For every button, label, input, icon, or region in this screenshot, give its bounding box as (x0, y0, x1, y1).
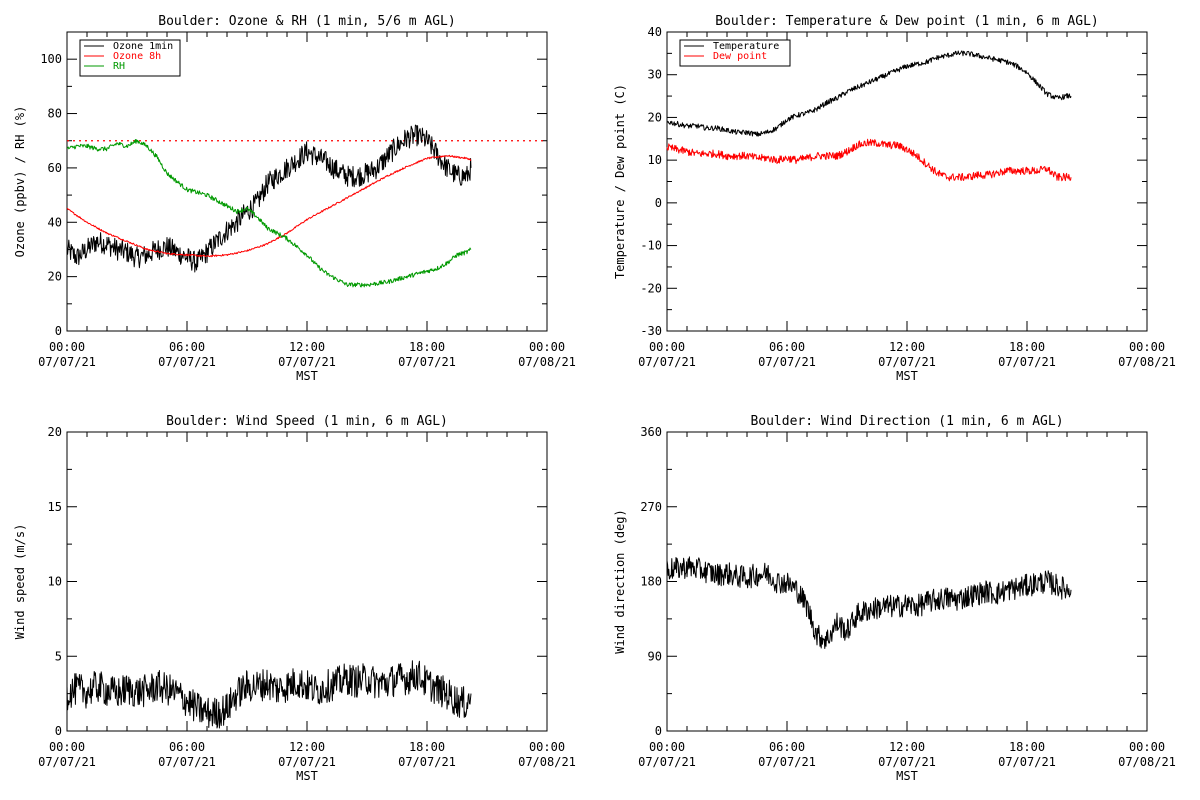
x-tick-label-date: 07/07/21 (878, 755, 936, 769)
x-tick-label-date: 07/07/21 (758, 355, 816, 369)
y-tick-label: -10 (640, 239, 662, 253)
x-tick-label-date: 07/07/21 (638, 755, 696, 769)
temperature-series-line (666, 50, 1072, 137)
x-axis-label: MST (296, 769, 318, 783)
panel-3: Boulder: Wind Speed (1 min, 6 m AGL) 0 5 10… (13, 414, 576, 783)
chart-title: Boulder: Temperature & Dew point (1 min,… (715, 14, 1099, 29)
x-tick-label-date: 07/07/21 (758, 755, 816, 769)
legend-entry: Ozone 1min (113, 41, 173, 52)
y-axis-label: Wind direction (deg) (613, 509, 627, 654)
y-tick-label: 40 (648, 25, 662, 39)
y-tick-label: 100 (40, 52, 62, 66)
x-tick-label-time: 18:00 (409, 340, 445, 354)
y-tick-label: 0 (55, 324, 62, 338)
chart-title: Boulder: Wind Speed (1 min, 6 m AGL) (166, 414, 448, 429)
x-tick-label-time: 12:00 (889, 740, 925, 754)
legend-entry: RH (113, 61, 125, 72)
x-tick-label-time: 18:00 (1009, 740, 1045, 754)
x-tick-label-date: 07/07/21 (278, 355, 336, 369)
x-tick-label-time: 00:00 (649, 340, 685, 354)
x-tick-label-time: 00:00 (1129, 340, 1165, 354)
x-axis-label: MST (896, 769, 918, 783)
dew-point-series-line (666, 138, 1072, 182)
legend-box (679, 39, 791, 67)
y-tick-label: 20 (48, 425, 62, 439)
x-tick-label-time: 18:00 (409, 740, 445, 754)
x-tick-label-time: 18:00 (1009, 340, 1045, 354)
y-tick-label: -30 (640, 324, 662, 338)
y-tick-label: 20 (48, 270, 62, 284)
y-tick-label: 5 (55, 649, 62, 663)
x-tick-label-time: 00:00 (49, 340, 85, 354)
y-tick-label: 0 (655, 724, 662, 738)
legend-entry: Dew point (713, 51, 767, 62)
y-tick-label: 0 (55, 724, 62, 738)
data-series-line (66, 660, 472, 729)
x-tick-label-date: 07/07/21 (158, 755, 216, 769)
y-tick-label: 0 (655, 196, 662, 210)
y-tick-label: 15 (48, 500, 62, 514)
x-axis-label: MST (896, 369, 918, 383)
y-axis-label: Wind speed (m/s) (13, 524, 27, 640)
x-tick-label-time: 00:00 (49, 740, 85, 754)
x-tick-label-time: 06:00 (169, 740, 205, 754)
x-tick-label-time: 06:00 (769, 340, 805, 354)
x-tick-label-date: 07/08/21 (518, 755, 576, 769)
x-tick-label-date: 07/08/21 (1118, 755, 1176, 769)
x-tick-label-date: 07/07/21 (998, 355, 1056, 369)
x-tick-label-time: 12:00 (289, 740, 325, 754)
y-tick-label: 10 (48, 575, 62, 589)
plot-frame (66, 31, 548, 332)
x-tick-label-date: 07/07/21 (878, 355, 936, 369)
y-tick-label: 40 (48, 215, 62, 229)
x-tick-label-date: 07/08/21 (1118, 355, 1176, 369)
ozone-1min-series-line (66, 124, 472, 273)
y-tick-label: 60 (48, 161, 62, 175)
y-tick-label: -20 (640, 281, 662, 295)
y-tick-label: 270 (640, 500, 662, 514)
x-tick-label-time: 00:00 (529, 340, 565, 354)
y-tick-label: 360 (640, 425, 662, 439)
x-tick-label-time: 00:00 (1129, 740, 1165, 754)
x-tick-label-date: 07/08/21 (518, 355, 576, 369)
chart-title: Boulder: Wind Direction (1 min, 6 m AGL) (750, 414, 1063, 429)
x-tick-label-date: 07/07/21 (398, 755, 456, 769)
chart-title: Boulder: Ozone & RH (1 min, 5/6 m AGL) (158, 14, 455, 29)
y-tick-label: 90 (648, 649, 662, 663)
x-tick-label-date: 07/07/21 (38, 355, 96, 369)
legend-entry: Temperature (713, 41, 779, 52)
x-tick-label-date: 07/07/21 (158, 355, 216, 369)
rh-series-line (67, 139, 472, 288)
panel-2: Boulder: Temperature & Dew point (1 min,… (613, 14, 1176, 383)
x-tick-label-date: 07/07/21 (38, 755, 96, 769)
x-tick-label-time: 12:00 (889, 340, 925, 354)
x-tick-label-date: 07/07/21 (278, 755, 336, 769)
x-tick-label-time: 06:00 (769, 740, 805, 754)
x-tick-label-date: 07/07/21 (398, 355, 456, 369)
plot-frame (666, 31, 1148, 332)
x-tick-label-time: 00:00 (649, 740, 685, 754)
y-tick-label: 180 (640, 575, 662, 589)
x-axis-label: MST (296, 369, 318, 383)
x-tick-label-time: 00:00 (529, 740, 565, 754)
x-tick-label-date: 07/07/21 (998, 755, 1056, 769)
data-series-line (666, 556, 1072, 649)
y-tick-label: 20 (648, 110, 662, 124)
panel-4: Boulder: Wind Direction (1 min, 6 m AGL)… (613, 414, 1176, 783)
y-axis-label: Temperature / Dew point (C) (613, 84, 627, 279)
x-tick-label-time: 06:00 (169, 340, 205, 354)
y-tick-label: 30 (648, 68, 662, 82)
x-tick-label-time: 12:00 (289, 340, 325, 354)
y-axis-label: Ozone (ppbv) / RH (%) (13, 106, 27, 258)
x-tick-label-date: 07/07/21 (638, 355, 696, 369)
y-tick-label: 10 (648, 153, 662, 167)
y-tick-label: 80 (48, 107, 62, 121)
ozone-8h-series-line (66, 154, 472, 258)
panel-1: Boulder: Ozone & RH (1 min, 5/6 m AGL) 0 2… (13, 14, 576, 383)
legend-entry: Ozone 8h (113, 51, 161, 62)
